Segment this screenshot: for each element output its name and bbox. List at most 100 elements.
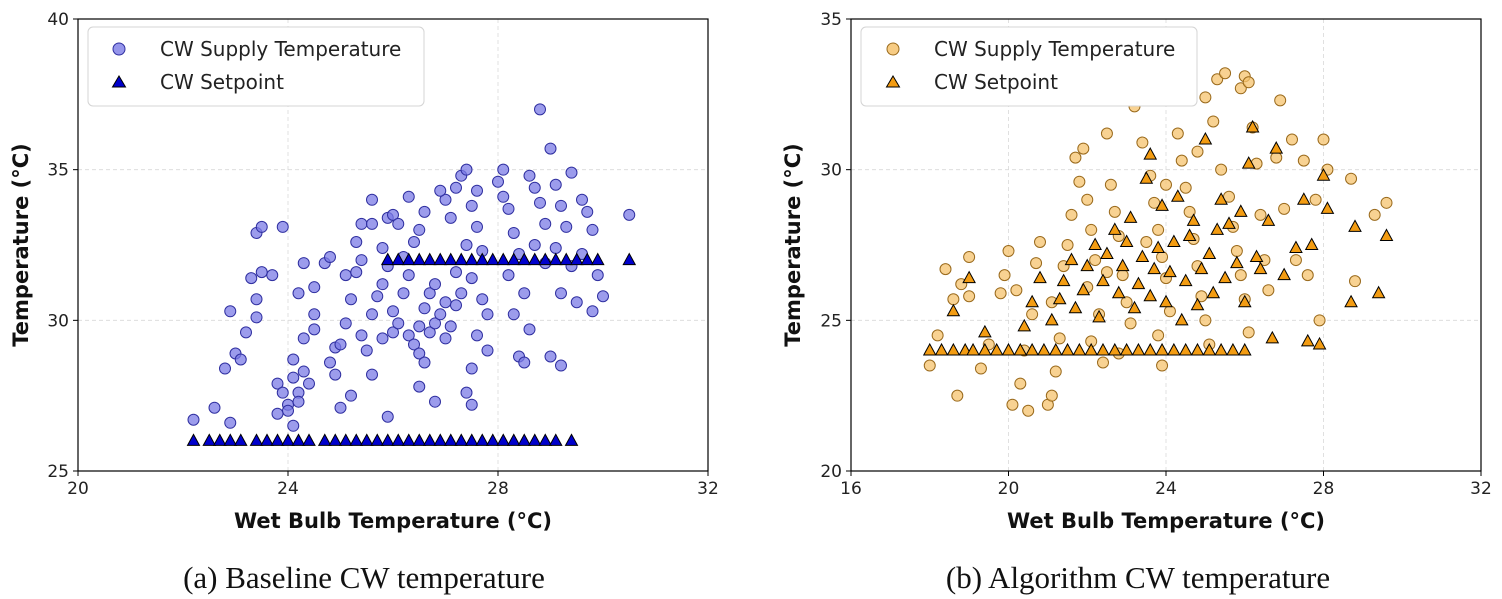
supply-temp-point — [413, 380, 426, 393]
setpoint-point — [380, 252, 395, 266]
supply-temp-point — [1014, 377, 1027, 390]
supply-temp-point — [413, 347, 426, 360]
supply-temp-point — [939, 263, 952, 276]
supply-temp-point — [1199, 91, 1212, 104]
setpoint-point — [946, 342, 961, 356]
setpoint-point — [464, 433, 479, 446]
supply-temp-point — [418, 302, 431, 315]
setpoint-point — [412, 252, 427, 266]
supply-temp-point — [576, 193, 588, 206]
supply-temp-point — [586, 223, 599, 236]
supply-temp-point — [366, 193, 378, 206]
setpoint-point — [946, 303, 961, 317]
supply-temp-point — [1104, 178, 1117, 191]
setpoint-point — [559, 252, 574, 266]
supply-temp-point — [402, 190, 415, 203]
supply-temp-point — [1002, 245, 1015, 258]
setpoint-point — [962, 270, 976, 284]
supply-temp-point — [544, 142, 557, 155]
supply-temp-point — [439, 193, 452, 206]
x-tick-label: 28 — [487, 479, 509, 499]
supply-temp-point — [450, 266, 462, 279]
setpoint-point — [249, 433, 264, 446]
setpoint-point — [1096, 342, 1110, 356]
setpoint-point — [1072, 342, 1087, 356]
supply-temp-point — [402, 329, 415, 342]
supply-temp-point — [1254, 208, 1267, 221]
supply-temp-point — [423, 287, 436, 300]
supply-temp-point — [565, 166, 578, 179]
setpoint-point — [1265, 330, 1280, 344]
setpoint-point — [506, 252, 521, 266]
supply-temp-point — [366, 368, 378, 381]
setpoint-point — [186, 433, 201, 446]
setpoint-point — [1320, 201, 1335, 214]
setpoint-point — [1096, 273, 1110, 287]
supply-temp-point — [1199, 314, 1212, 327]
supply-temp-point — [292, 287, 305, 300]
supply-temp-point — [460, 163, 473, 176]
setpoint-point — [1210, 222, 1225, 235]
setpoint-point — [1348, 219, 1362, 232]
supply-temp-point — [345, 389, 357, 402]
supply-temp-point — [1183, 205, 1196, 218]
setpoint-point — [1300, 333, 1315, 347]
y-tick-label: 25 — [47, 462, 69, 482]
setpoint-point — [1088, 237, 1102, 250]
setpoint-point — [1344, 294, 1358, 308]
setpoint-point — [527, 433, 542, 446]
setpoint-point — [1100, 246, 1114, 260]
supply-temp-point — [1368, 208, 1381, 221]
supply-temp-point — [429, 278, 441, 291]
supply-temp-point — [1215, 163, 1228, 176]
setpoint-point — [1080, 258, 1095, 272]
setpoint-point — [1056, 273, 1071, 287]
supply-temp-point — [1207, 115, 1220, 128]
supply-temp-point — [1136, 136, 1149, 149]
setpoint-point — [1076, 282, 1091, 296]
setpoint-point — [464, 252, 479, 266]
supply-temp-point — [408, 338, 420, 351]
setpoint-point — [475, 433, 490, 446]
supply-temp-point — [292, 395, 305, 408]
supply-temp-point — [308, 281, 321, 294]
setpoint-point — [1052, 291, 1067, 305]
setpoint-point — [223, 433, 238, 446]
supply-temp-point — [224, 416, 237, 429]
supply-temp-point — [397, 287, 410, 300]
setpoint-point — [1249, 249, 1264, 263]
setpoint-point — [564, 433, 579, 446]
supply-temp-point — [1234, 82, 1247, 95]
supply-temp-point — [465, 362, 478, 375]
supply-temp-point — [444, 211, 457, 224]
setpoint-point — [1194, 261, 1209, 275]
supply-temp-point — [549, 178, 562, 191]
setpoint-point — [1151, 240, 1165, 254]
supply-temp-point — [1089, 254, 1102, 267]
x-tick-label: 32 — [697, 479, 719, 499]
supply-temp-point — [350, 235, 363, 248]
setpoint-point — [454, 433, 469, 446]
supply-temp-point — [224, 305, 237, 318]
legend: CW Supply Temperature CW Setpoint — [87, 26, 425, 107]
supply-temp-point — [366, 217, 378, 230]
setpoint-point — [538, 252, 553, 266]
supply-temp-point — [1160, 178, 1172, 191]
setpoint-point — [1159, 294, 1173, 308]
plot-area — [922, 67, 1394, 417]
setpoint-point — [1119, 342, 1134, 356]
supply-temp-point — [560, 220, 573, 233]
x-tick-label: 20 — [998, 479, 1020, 499]
setpoint-point — [485, 252, 500, 266]
supply-temp-point — [1278, 202, 1291, 215]
supply-temp-point — [497, 163, 510, 176]
supply-temp-point — [1065, 208, 1078, 221]
setpoint-point — [391, 433, 406, 446]
supply-temp-point — [360, 344, 373, 357]
setpoint-point — [1174, 312, 1189, 326]
setpoint-point — [349, 433, 364, 446]
supply-temp-point — [994, 287, 1007, 300]
legend-label-supply: CW Supply Temperature — [934, 37, 1175, 61]
setpoint-point — [443, 433, 458, 446]
